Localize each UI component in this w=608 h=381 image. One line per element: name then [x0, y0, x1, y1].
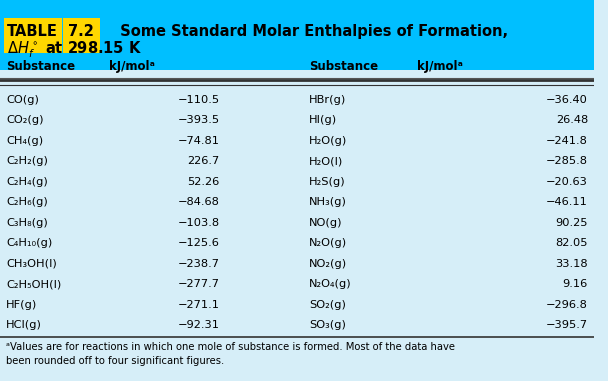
- Text: 33.18: 33.18: [555, 259, 588, 269]
- Text: −271.1: −271.1: [178, 299, 219, 309]
- Text: CH₄(g): CH₄(g): [6, 136, 43, 146]
- Text: ᵃValues are for reactions in which one mole of substance is formed. Most of the : ᵃValues are for reactions in which one m…: [6, 343, 455, 366]
- Text: HCl(g): HCl(g): [6, 320, 42, 330]
- Text: −393.5: −393.5: [178, 115, 219, 125]
- Text: CO₂(g): CO₂(g): [6, 115, 43, 125]
- Text: −285.8: −285.8: [546, 156, 588, 166]
- Text: C₂H₅OH(l): C₂H₅OH(l): [6, 279, 61, 289]
- Text: −92.31: −92.31: [178, 320, 219, 330]
- Text: Substance: Substance: [309, 60, 378, 73]
- Text: −125.6: −125.6: [178, 238, 219, 248]
- Text: −277.7: −277.7: [178, 279, 219, 289]
- Text: −296.8: −296.8: [546, 299, 588, 309]
- Text: −84.68: −84.68: [178, 197, 219, 207]
- Text: C₄H₁₀(g): C₄H₁₀(g): [6, 238, 52, 248]
- Text: 226.7: 226.7: [187, 156, 219, 166]
- Text: 90.25: 90.25: [556, 218, 588, 227]
- Text: kJ/molᵃ: kJ/molᵃ: [109, 60, 154, 73]
- Text: −241.8: −241.8: [546, 136, 588, 146]
- Text: 82.05: 82.05: [556, 238, 588, 248]
- Text: 7.2: 7.2: [69, 24, 94, 39]
- Text: N₂O₄(g): N₂O₄(g): [309, 279, 351, 289]
- Text: SO₃(g): SO₃(g): [309, 320, 346, 330]
- Text: TABLE: TABLE: [7, 24, 58, 39]
- Text: −46.11: −46.11: [546, 197, 588, 207]
- Text: −110.5: −110.5: [178, 95, 219, 105]
- Text: C₂H₆(g): C₂H₆(g): [6, 197, 47, 207]
- Text: −74.81: −74.81: [178, 136, 219, 146]
- Text: N₂O(g): N₂O(g): [309, 238, 347, 248]
- FancyBboxPatch shape: [63, 18, 100, 53]
- Text: CH₃OH(l): CH₃OH(l): [6, 259, 57, 269]
- Text: NO₂(g): NO₂(g): [309, 259, 347, 269]
- Text: 52.26: 52.26: [187, 177, 219, 187]
- Text: H₂O(g): H₂O(g): [309, 136, 347, 146]
- Text: C₂H₄(g): C₂H₄(g): [6, 177, 47, 187]
- Text: 26.48: 26.48: [556, 115, 588, 125]
- Text: C₂H₂(g): C₂H₂(g): [6, 156, 48, 166]
- Text: Some Standard Molar Enthalpies of Formation,: Some Standard Molar Enthalpies of Format…: [110, 24, 508, 39]
- Text: kJ/molᵃ: kJ/molᵃ: [417, 60, 463, 73]
- FancyBboxPatch shape: [4, 18, 63, 53]
- Text: −395.7: −395.7: [546, 320, 588, 330]
- Text: C₃H₈(g): C₃H₈(g): [6, 218, 47, 227]
- Text: −36.40: −36.40: [546, 95, 588, 105]
- Text: H₂O(l): H₂O(l): [309, 156, 343, 166]
- Text: −103.8: −103.8: [178, 218, 219, 227]
- Text: CO(g): CO(g): [6, 95, 39, 105]
- FancyBboxPatch shape: [0, 0, 594, 70]
- Text: HBr(g): HBr(g): [309, 95, 346, 105]
- Text: 9.16: 9.16: [563, 279, 588, 289]
- Text: SO₂(g): SO₂(g): [309, 299, 346, 309]
- Text: $\Delta H_f^\circ$ at 298.15 K: $\Delta H_f^\circ$ at 298.15 K: [7, 39, 142, 60]
- Text: NO(g): NO(g): [309, 218, 342, 227]
- Text: NH₃(g): NH₃(g): [309, 197, 347, 207]
- Text: −238.7: −238.7: [178, 259, 219, 269]
- Text: −20.63: −20.63: [546, 177, 588, 187]
- Text: HF(g): HF(g): [6, 299, 37, 309]
- Text: HI(g): HI(g): [309, 115, 337, 125]
- Text: Substance: Substance: [6, 60, 75, 73]
- Text: H₂S(g): H₂S(g): [309, 177, 345, 187]
